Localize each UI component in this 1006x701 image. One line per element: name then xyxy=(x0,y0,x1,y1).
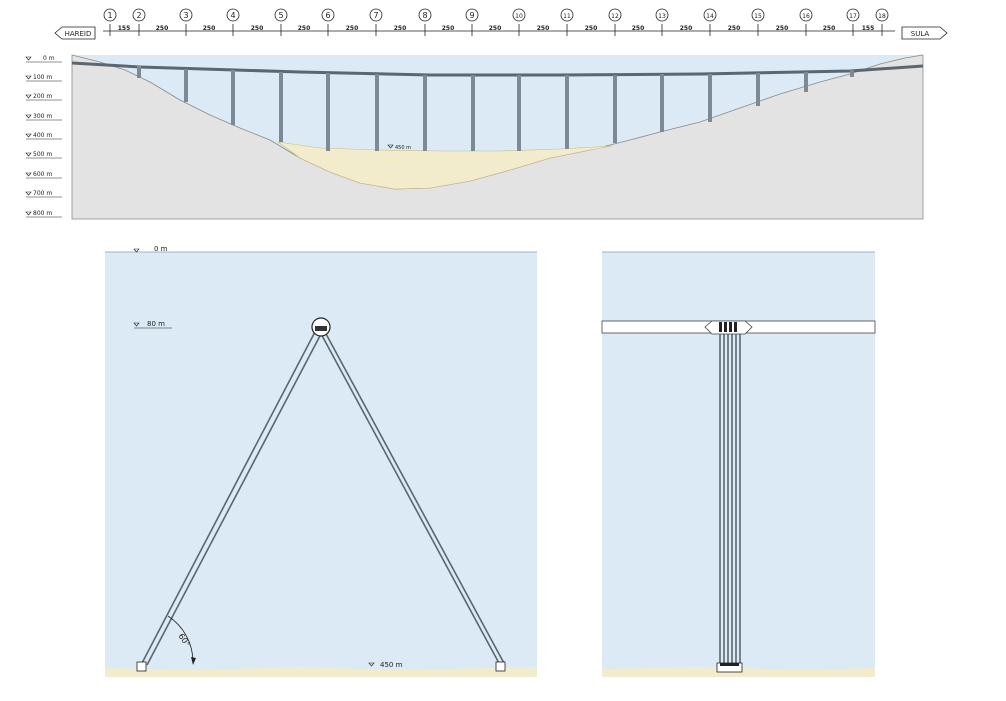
elevation-water xyxy=(602,252,875,677)
axis-number: 3 xyxy=(183,11,188,20)
depth-label: 800 m xyxy=(33,210,52,217)
span-label: 250 xyxy=(680,25,693,32)
axis-number: 4 xyxy=(230,11,235,20)
span-label: 250 xyxy=(346,25,359,32)
axis-number: 9 xyxy=(469,11,474,20)
depth-label: 300 m xyxy=(33,113,52,120)
bridge-deck xyxy=(71,61,924,77)
axis-number: 15 xyxy=(754,13,762,20)
pontoon-column xyxy=(850,70,854,77)
depth-label: 500 m xyxy=(33,151,52,158)
axis-number: 17 xyxy=(849,13,857,20)
pontoon-column xyxy=(565,75,569,149)
west-end-label: HAREID xyxy=(65,30,92,38)
axis-number: 10 xyxy=(515,13,523,20)
span-label: 250 xyxy=(776,25,789,32)
cross-seabed xyxy=(105,667,537,677)
pontoon-column xyxy=(471,75,475,151)
depth-label: 400 m xyxy=(33,132,52,139)
axis-number: 12 xyxy=(611,13,619,20)
axis-number: 16 xyxy=(802,13,810,20)
pontoon-column xyxy=(517,75,521,151)
span-label: 250 xyxy=(298,25,311,32)
pontoon-column xyxy=(137,66,141,78)
axis-number: 18 xyxy=(878,13,886,20)
elevation-view xyxy=(601,251,876,677)
span-label: 155 xyxy=(118,25,131,32)
pontoon-column xyxy=(708,74,712,122)
pontoon-column xyxy=(184,69,188,102)
pontoon-column xyxy=(279,72,283,142)
seabed-depth-label: 450 m xyxy=(395,145,411,151)
anchor-block xyxy=(136,661,147,672)
pontoon-node xyxy=(704,320,753,335)
axis-ticks xyxy=(109,24,883,36)
tendon-group xyxy=(719,334,741,663)
east-direction-arrow xyxy=(901,26,948,40)
surface-level-label: 0 m xyxy=(154,245,168,253)
seabed-level-label: 450 m xyxy=(380,661,403,669)
pontoon-columns xyxy=(137,66,854,151)
axis-number: 14 xyxy=(706,13,714,20)
east-end-label: SULA xyxy=(911,30,930,38)
span-label: 250 xyxy=(728,25,741,32)
pontoon-column xyxy=(660,74,664,132)
axis-markers xyxy=(103,8,889,22)
west-direction-arrow xyxy=(54,26,96,40)
depth-label: 0 m xyxy=(43,55,55,62)
span-label: 250 xyxy=(203,25,216,32)
tether-group xyxy=(140,329,506,666)
axis-number: 13 xyxy=(658,13,666,20)
seabed-marker-icon xyxy=(387,144,394,149)
anchor-block xyxy=(495,661,506,672)
pontoon-column xyxy=(423,75,427,151)
seabed-sediment xyxy=(277,141,613,190)
axis-number: 11 xyxy=(563,13,571,20)
depth-label: 700 m xyxy=(33,190,52,197)
span-label: 250 xyxy=(156,25,169,32)
pontoon-column xyxy=(613,75,617,143)
angle-arc xyxy=(167,615,194,663)
pontoon-column xyxy=(231,70,235,125)
axis-number: 1 xyxy=(107,11,112,20)
axis-number: 5 xyxy=(278,11,283,20)
span-label: 250 xyxy=(251,25,264,32)
longitudinal-section: 1 2 3 4 5 6 7 8 9 10 11 12 13 14 15 16 1… xyxy=(25,8,948,220)
axis-number: 7 xyxy=(373,11,378,20)
depth-scale: 0 m 100 m 200 m 300 m 400 m 500 m 600 m … xyxy=(25,55,62,218)
axis-number: 2 xyxy=(136,11,141,20)
pontoon-column xyxy=(375,74,379,151)
pontoon-column xyxy=(804,72,808,92)
span-label: 250 xyxy=(394,25,407,32)
pontoon-column xyxy=(326,73,330,151)
span-label: 250 xyxy=(823,25,836,32)
span-label: 250 xyxy=(585,25,598,32)
cross-section: 60° 0 m 80 m 450 m xyxy=(105,245,537,677)
span-label: 250 xyxy=(442,25,455,32)
span-label: 155 xyxy=(862,25,875,32)
span-label: 250 xyxy=(632,25,645,32)
depth-label: 200 m xyxy=(33,93,52,100)
depth-label: 100 m xyxy=(33,74,52,81)
span-label: 250 xyxy=(537,25,550,32)
axis-number: 8 xyxy=(422,11,427,20)
depth-label: 600 m xyxy=(33,171,52,178)
pontoon-column xyxy=(756,73,760,106)
axis-number: 6 xyxy=(325,11,330,20)
tunnel-depth-label: 80 m xyxy=(147,320,165,328)
span-label: 250 xyxy=(489,25,502,32)
